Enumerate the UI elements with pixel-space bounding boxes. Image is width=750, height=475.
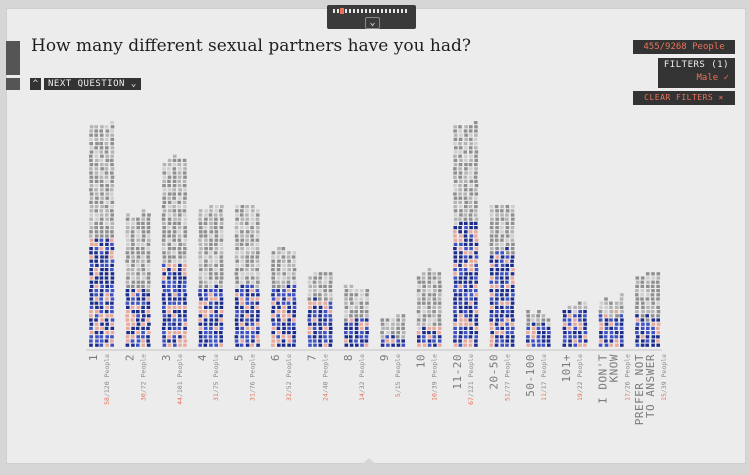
tick-label: 7 bbox=[305, 354, 318, 361]
filters-panel[interactable]: FILTERS (1) Male ✓ bbox=[658, 58, 735, 88]
tick-label: 6 bbox=[269, 354, 282, 361]
bar-20-50[interactable] bbox=[489, 205, 515, 347]
tick-label: 20-50 bbox=[487, 354, 500, 390]
count-label: 31/76 People bbox=[249, 354, 257, 401]
bar-2[interactable] bbox=[125, 209, 151, 347]
next-question-button[interactable]: NEXT QUESTION ⌄ bbox=[44, 78, 141, 90]
bar-50-100[interactable] bbox=[526, 310, 551, 347]
bar-4[interactable] bbox=[198, 205, 224, 347]
count-label: 5/15 People bbox=[394, 354, 402, 397]
page-title: How many different sexual partners have … bbox=[31, 36, 472, 56]
bar-8[interactable] bbox=[343, 284, 370, 347]
bar-10[interactable] bbox=[416, 268, 442, 347]
tick-label: I DON'TKNOW bbox=[597, 354, 621, 404]
previous-question-button[interactable]: ^ bbox=[30, 78, 41, 90]
bar-11-20[interactable] bbox=[453, 121, 479, 347]
tick-label: 1 bbox=[87, 354, 100, 361]
tick-label: 50-100 bbox=[524, 354, 537, 397]
filters-label: FILTERS (1) bbox=[663, 60, 729, 70]
count-label: 58/120 People bbox=[103, 354, 111, 405]
count-label: 10/39 People bbox=[431, 354, 439, 401]
tick-label: PREFER NOTTO ANSWER bbox=[633, 354, 657, 425]
tick-label: 3 bbox=[160, 354, 173, 361]
filter-male[interactable]: Male ✓ bbox=[696, 73, 729, 83]
tick-label: 101+ bbox=[560, 354, 573, 383]
count-label: 19/22 People bbox=[576, 354, 584, 401]
chevron-down-icon: ⌄ bbox=[130, 79, 137, 89]
count-label: 17/26 People bbox=[624, 354, 632, 401]
tick-label: 10 bbox=[415, 354, 428, 368]
count-label: 51/77 People bbox=[503, 354, 511, 401]
count-label: 31/75 People bbox=[212, 354, 220, 401]
count-label: 14/32 People bbox=[358, 354, 366, 401]
bar-101-[interactable] bbox=[562, 301, 588, 347]
count-label: 30/72 People bbox=[139, 354, 147, 401]
clear-filters-button[interactable]: CLEAR FILTERS × bbox=[633, 91, 735, 105]
bar-prefer-not-to-answer[interactable] bbox=[635, 272, 661, 347]
chevron-up-icon: ^ bbox=[32, 79, 39, 89]
bar-7[interactable] bbox=[307, 272, 333, 347]
bar-6[interactable] bbox=[271, 247, 297, 347]
count-label: 15/39 People bbox=[660, 354, 668, 401]
progress-marker bbox=[340, 8, 344, 14]
count-label: 44/101 People bbox=[176, 354, 184, 405]
bar-i-don-t-know[interactable] bbox=[598, 293, 624, 347]
people-count-badge: 455/9268 People bbox=[633, 40, 735, 54]
count-label: 67/121 People bbox=[467, 354, 475, 405]
progress-track bbox=[333, 9, 409, 13]
side-tab[interactable] bbox=[6, 41, 20, 75]
side-tab-lower[interactable] bbox=[6, 78, 20, 90]
question-progress-tab[interactable]: ⌄ bbox=[327, 5, 416, 29]
bottom-notch bbox=[361, 458, 377, 465]
count-label: 11/17 People bbox=[540, 354, 548, 401]
bar-1[interactable] bbox=[89, 121, 115, 347]
tick-label: 4 bbox=[196, 354, 209, 361]
bar-3[interactable] bbox=[161, 154, 188, 347]
expand-chevron-icon[interactable]: ⌄ bbox=[365, 17, 380, 29]
tick-label: 5 bbox=[233, 354, 246, 361]
tick-label: 2 bbox=[123, 354, 136, 361]
tick-label: 8 bbox=[342, 354, 355, 361]
next-question-label: NEXT QUESTION bbox=[48, 79, 125, 89]
count-label: 24/40 People bbox=[321, 354, 329, 401]
bar-5[interactable] bbox=[234, 205, 260, 347]
bar-9[interactable] bbox=[380, 314, 406, 347]
count-label: 32/52 People bbox=[285, 354, 293, 401]
tick-label: 11-20 bbox=[451, 354, 464, 390]
tick-label: 9 bbox=[378, 354, 391, 361]
